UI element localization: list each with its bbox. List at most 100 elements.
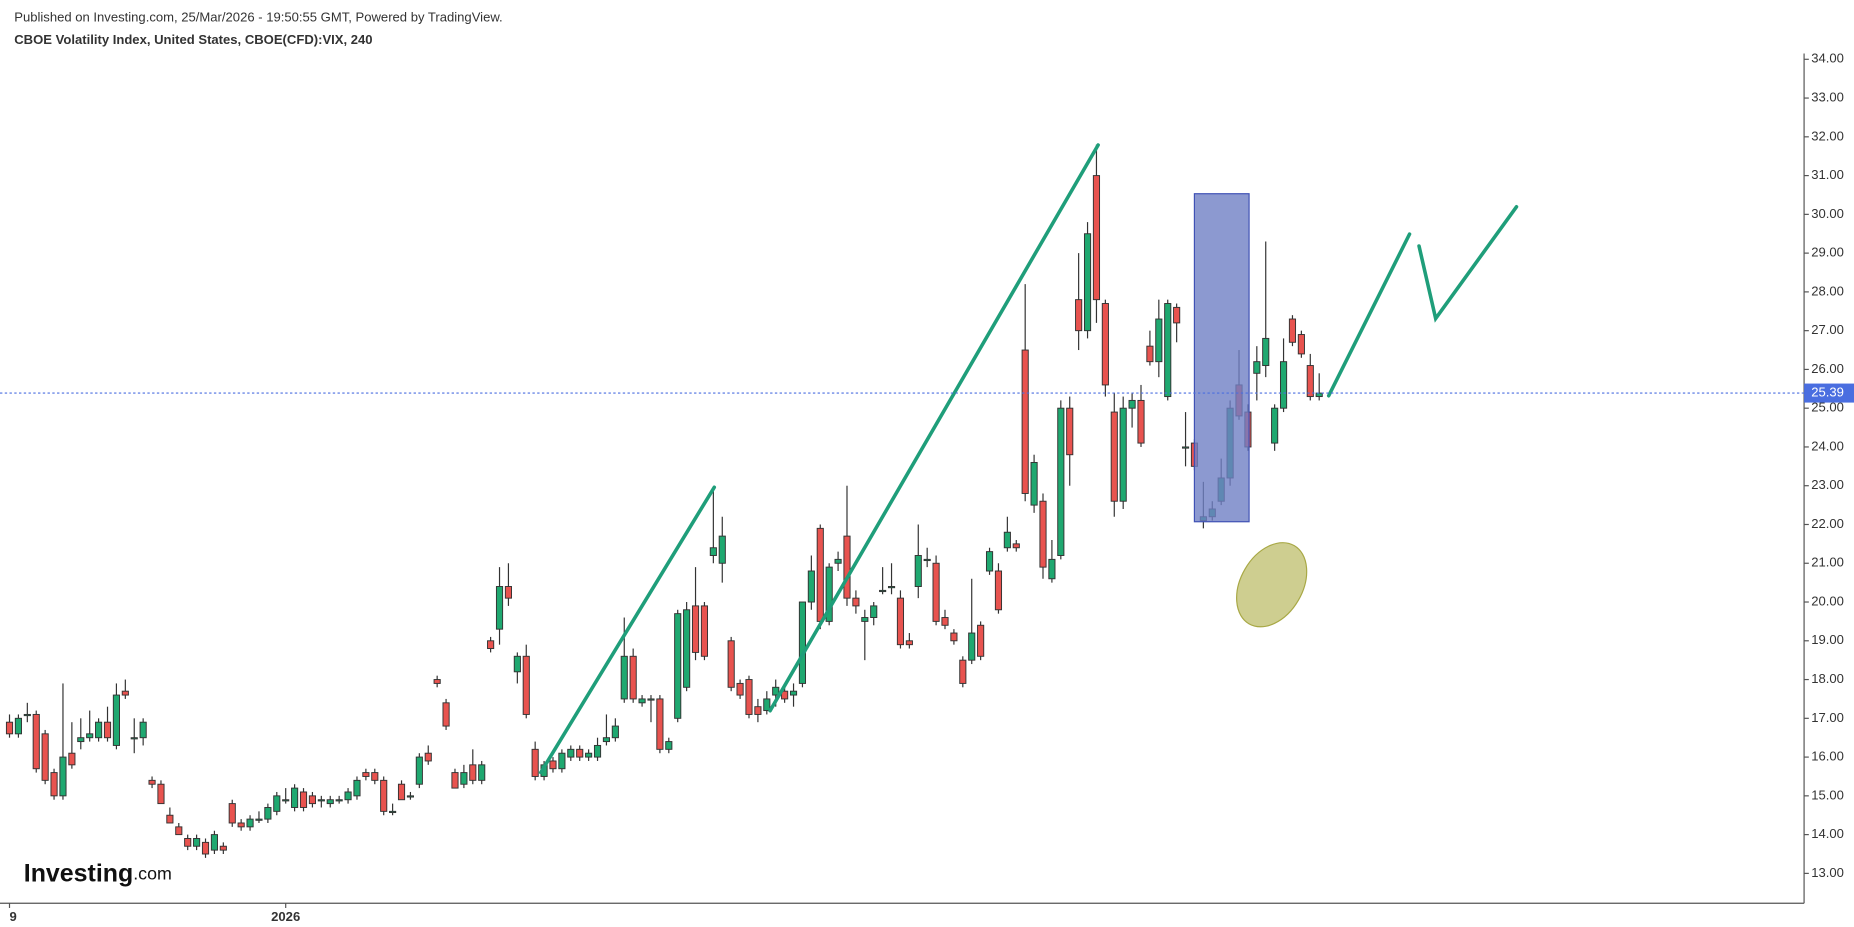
y-tick-label: 25.00 (1811, 400, 1844, 415)
y-tick-label: 26.00 (1811, 361, 1844, 376)
candle-body (130, 737, 138, 740)
candle-body (86, 733, 94, 739)
drawings (538, 143, 1519, 775)
candle-body (460, 772, 468, 785)
candle-body (1101, 303, 1109, 386)
y-tick-label: 33.00 (1811, 90, 1844, 105)
candle-body (1057, 407, 1065, 556)
candle-body (932, 562, 940, 622)
candle-body (308, 795, 316, 805)
candle-body (59, 756, 67, 797)
candle-body (870, 605, 878, 619)
candle-body (798, 601, 807, 684)
y-tick-label: 17.00 (1811, 710, 1844, 725)
y-tick-label: 23.00 (1811, 477, 1844, 492)
candle-body (994, 570, 1003, 611)
candle-body (1119, 407, 1127, 502)
last-price-box (1804, 383, 1854, 403)
candle-body (1075, 299, 1083, 332)
candle-body (1288, 318, 1297, 343)
y-tick-label: 21.00 (1811, 555, 1844, 570)
candle-body (558, 752, 566, 770)
y-tick-label: 20.00 (1811, 593, 1844, 608)
trend-line (768, 143, 1100, 713)
candle-body (656, 698, 664, 750)
candle-body (95, 721, 103, 739)
candle-body (941, 617, 949, 626)
candle-body (1297, 334, 1305, 355)
candle-body (985, 551, 994, 572)
candle-body (816, 527, 824, 622)
candle-body (638, 698, 646, 704)
y-tick-label: 15.00 (1811, 787, 1844, 802)
candle-body (549, 760, 557, 770)
candle-body (1137, 399, 1145, 444)
candle-body (950, 632, 958, 642)
y-tick-label: 34.00 (1811, 51, 1844, 66)
candle-body (887, 586, 896, 589)
candle-body (585, 752, 593, 758)
candle-body (647, 698, 655, 701)
y-tick-label: 31.00 (1811, 167, 1844, 182)
candle-body (1279, 361, 1288, 409)
candle-body (754, 706, 762, 715)
candle-body (700, 605, 709, 657)
candle-body (709, 547, 717, 556)
candle-body (291, 787, 299, 808)
candle-body (237, 822, 245, 828)
candle-body (1066, 407, 1074, 456)
y-tick-label: 28.00 (1811, 283, 1844, 298)
candle-body (121, 690, 129, 696)
candle-body (77, 737, 85, 743)
candle-body (1039, 500, 1047, 568)
candle-body (522, 655, 530, 715)
candle-body (736, 682, 744, 696)
candle-body (344, 791, 352, 801)
candle-body (1181, 446, 1190, 449)
trend-line (1417, 205, 1519, 323)
candle-body (1003, 531, 1011, 549)
candle-body (389, 810, 397, 814)
candle-body (50, 772, 58, 797)
x-tick-label: 2026 (271, 909, 300, 924)
candle-body (843, 535, 851, 599)
candle-body (478, 764, 486, 781)
candle-body (184, 838, 192, 847)
candle-body (282, 799, 290, 802)
candle-body (469, 764, 477, 781)
candle-body (781, 690, 789, 700)
y-tick-label: 29.00 (1811, 245, 1844, 260)
candle-body (246, 818, 254, 828)
candle-body (1262, 337, 1270, 367)
y-tick-label: 16.00 (1811, 749, 1844, 764)
candle-body (487, 640, 495, 650)
trend-line (1326, 232, 1412, 398)
candle-body (977, 624, 985, 657)
trend-line (538, 485, 717, 775)
candle-body (157, 783, 165, 805)
candle-body (1110, 411, 1118, 502)
plot-area (5, 144, 1323, 858)
candle-body (879, 589, 887, 593)
candle-body (41, 733, 49, 781)
candle-body (326, 799, 334, 805)
candle-body (1315, 392, 1323, 398)
candle-body (629, 655, 637, 700)
candle-body (914, 555, 922, 587)
candle-body (1048, 558, 1056, 580)
candle-body (1253, 361, 1261, 374)
candle-body (531, 748, 539, 777)
candle-body (1155, 318, 1163, 363)
candle-body (896, 597, 905, 646)
candle-body (683, 609, 691, 688)
candle-body (513, 655, 521, 673)
candle-body (335, 799, 343, 802)
candle-body (852, 597, 860, 607)
candle-body (433, 679, 441, 684)
candle-body (861, 617, 869, 622)
candle-body (1164, 303, 1172, 398)
candle-body (772, 686, 780, 696)
candle-body (442, 702, 450, 727)
candle-body (219, 845, 227, 851)
